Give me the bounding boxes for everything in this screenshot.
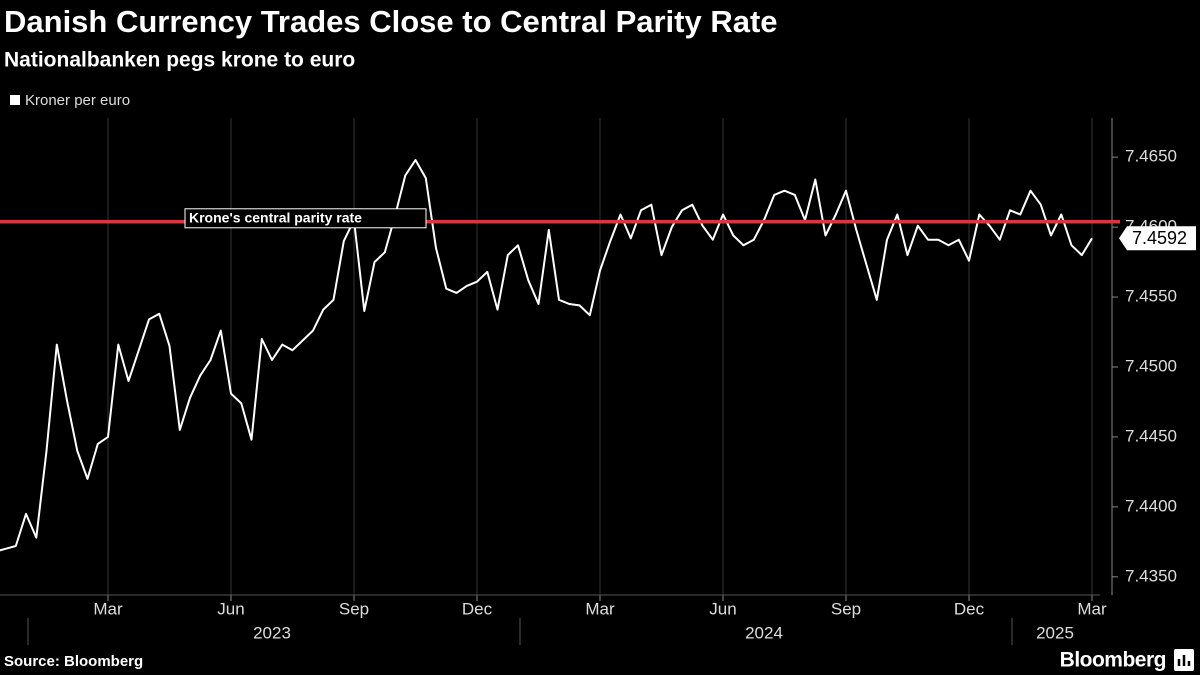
- y-tick-label: 7.4350: [1125, 566, 1177, 585]
- x-tick-label: Sep: [831, 599, 861, 618]
- chart-subtitle: Nationalbanken pegs krone to euro: [4, 49, 355, 72]
- brand-icon-bars: [1177, 655, 1191, 666]
- x-tick-label: Jun: [217, 599, 244, 618]
- brand: Bloomberg: [1060, 649, 1166, 672]
- annotation-box: [184, 208, 427, 229]
- x-tick-label: Mar: [585, 599, 615, 618]
- x-tick-label: Dec: [954, 599, 985, 618]
- last-value-tag: [1119, 226, 1196, 251]
- x-tick-label: Dec: [462, 599, 493, 618]
- annotation: Krone's central parity rate: [189, 209, 362, 225]
- y-tick-label: 7.4450: [1125, 426, 1177, 445]
- last-value-label: 7.4592: [1132, 228, 1187, 248]
- legend-label: Kroner per euro: [25, 92, 130, 109]
- y-tick-label: 7.4400: [1125, 496, 1177, 515]
- year-label: 2025: [1036, 623, 1074, 642]
- year-label: 2024: [745, 623, 783, 642]
- y-tick-label: 7.4550: [1125, 287, 1177, 306]
- series-line: [0, 159, 1093, 552]
- year-label: 2023: [253, 623, 291, 642]
- x-tick-label: Mar: [93, 599, 123, 618]
- source: Source: Bloomberg: [4, 653, 143, 670]
- chart-title: Danish Currency Trades Close to Central …: [4, 4, 778, 39]
- y-tick-label: 7.4500: [1125, 356, 1177, 375]
- x-tick-label: Sep: [339, 599, 369, 618]
- y-tick-label: 7.4650: [1125, 147, 1177, 166]
- x-tick-label: Mar: [1077, 599, 1107, 618]
- legend-swatch: [10, 95, 20, 105]
- x-tick-label: Jun: [709, 599, 736, 618]
